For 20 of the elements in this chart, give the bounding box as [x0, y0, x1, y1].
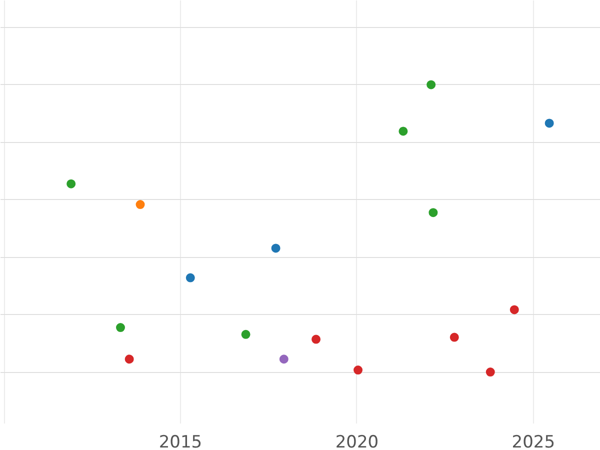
- point: [428, 208, 438, 218]
- point: [486, 368, 495, 377]
- point: [450, 332, 459, 342]
- point: [66, 179, 76, 188]
- x-tick-label: 2015: [158, 432, 202, 450]
- point: [271, 244, 280, 253]
- point: [279, 354, 288, 364]
- point: [241, 330, 250, 339]
- x-tick-label: 2025: [512, 432, 556, 450]
- point: [354, 366, 363, 375]
- point: [544, 118, 554, 128]
- point: [312, 334, 321, 344]
- point: [136, 200, 145, 210]
- point: [186, 273, 195, 282]
- point: [124, 354, 134, 364]
- point: [398, 126, 408, 136]
- point: [116, 323, 125, 332]
- x-tick-label: 2020: [335, 432, 379, 450]
- point: [426, 80, 436, 90]
- point: [510, 305, 519, 314]
